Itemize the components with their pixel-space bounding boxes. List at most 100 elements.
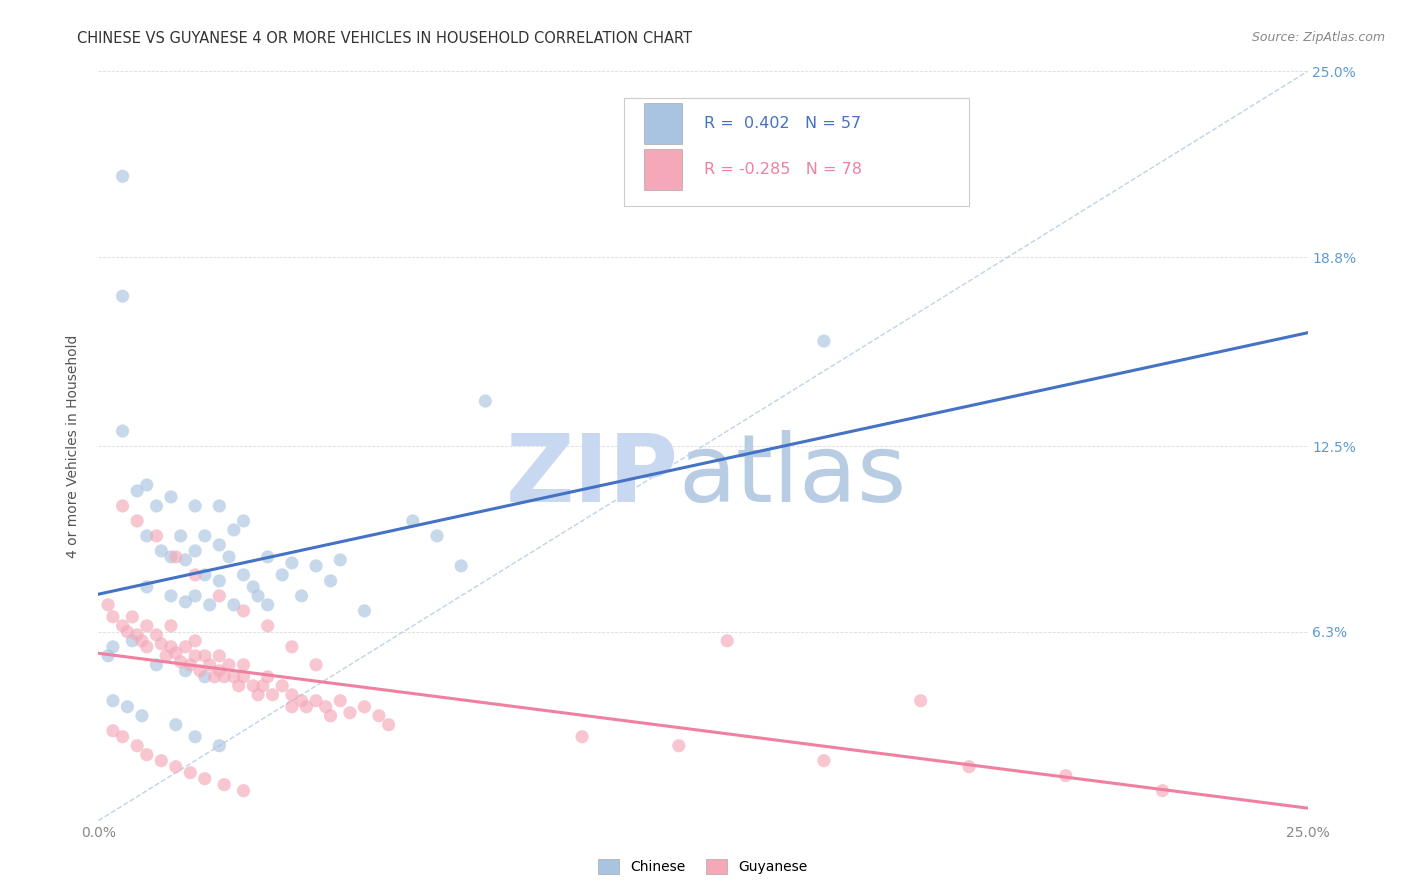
Point (165, 646, 187, 660)
Point (165, 717, 187, 731)
Point (474, 394, 496, 409)
Point (208, 648, 231, 663)
Point (208, 664, 231, 678)
Point (111, 169, 134, 184)
Point (97, 648, 120, 663)
Point (571, 730, 593, 744)
Point (145, 529, 167, 543)
Point (329, 694, 352, 708)
Point (319, 574, 342, 588)
Point (208, 739, 231, 753)
Point (165, 549, 187, 564)
Point (212, 670, 235, 684)
Point (111, 730, 134, 744)
Point (402, 514, 425, 528)
Point (135, 478, 157, 492)
Point (179, 657, 201, 672)
Point (368, 708, 391, 723)
Point (194, 648, 217, 663)
Point (208, 589, 231, 603)
Text: R =  0.402   N = 57: R = 0.402 N = 57 (704, 116, 862, 131)
Point (184, 633, 207, 648)
Point (232, 514, 254, 528)
Point (256, 670, 278, 684)
Point (160, 589, 183, 603)
Point (271, 567, 294, 582)
Point (101, 723, 124, 738)
Text: R = -0.285   N = 78: R = -0.285 N = 78 (704, 161, 862, 177)
Point (1152, 783, 1174, 797)
Point (222, 523, 245, 537)
Point (111, 424, 134, 438)
Point (184, 730, 207, 744)
Point (135, 529, 157, 543)
Point (145, 499, 167, 513)
Point (426, 529, 449, 543)
Point (101, 610, 124, 624)
Point (295, 699, 318, 714)
Point (184, 499, 207, 513)
Point (160, 619, 183, 633)
Point (117, 624, 139, 639)
Point (97, 598, 120, 612)
Point (194, 772, 217, 786)
Point (222, 670, 245, 684)
Point (281, 556, 304, 570)
Point (232, 783, 254, 797)
Text: CHINESE VS GUYANESE 4 OR MORE VEHICLES IN HOUSEHOLD CORRELATION CHART: CHINESE VS GUYANESE 4 OR MORE VEHICLES I… (77, 31, 692, 46)
Point (194, 529, 217, 543)
Point (256, 598, 278, 612)
Point (329, 553, 352, 567)
Point (204, 670, 226, 684)
Point (813, 754, 835, 768)
Text: ZIP: ZIP (506, 430, 679, 522)
Point (135, 580, 157, 594)
Point (315, 699, 337, 714)
Point (232, 670, 254, 684)
Point (169, 529, 191, 543)
Point (716, 633, 738, 648)
Point (305, 694, 328, 708)
Point (101, 694, 124, 708)
Point (198, 657, 221, 672)
Point (127, 739, 149, 753)
Point (339, 706, 361, 720)
Point (174, 595, 197, 609)
Point (160, 549, 183, 564)
Point (1054, 769, 1077, 783)
Point (232, 567, 254, 582)
Point (150, 754, 173, 768)
Point (160, 640, 183, 654)
Point (377, 717, 399, 731)
Point (256, 619, 278, 633)
Point (131, 633, 153, 648)
Point (169, 655, 191, 669)
Point (117, 699, 139, 714)
Point (127, 483, 149, 498)
Point (155, 648, 177, 663)
Y-axis label: 4 or more Vehicles in Household: 4 or more Vehicles in Household (66, 334, 80, 558)
Point (145, 628, 167, 642)
Point (208, 574, 231, 588)
Point (305, 558, 328, 573)
Legend: Chinese, Guyanese: Chinese, Guyanese (592, 853, 814, 881)
Point (212, 778, 235, 792)
Point (910, 694, 932, 708)
Point (188, 664, 211, 678)
Point (247, 688, 270, 702)
Point (281, 699, 304, 714)
Point (184, 544, 207, 558)
Point (319, 708, 342, 723)
Point (174, 553, 197, 567)
Point (247, 589, 270, 603)
Point (281, 688, 304, 702)
FancyBboxPatch shape (644, 103, 682, 144)
Point (194, 567, 217, 582)
Point (135, 747, 157, 762)
Point (135, 640, 157, 654)
Point (150, 637, 173, 651)
Point (135, 619, 157, 633)
Point (222, 598, 245, 612)
Point (121, 610, 143, 624)
Point (174, 664, 197, 678)
